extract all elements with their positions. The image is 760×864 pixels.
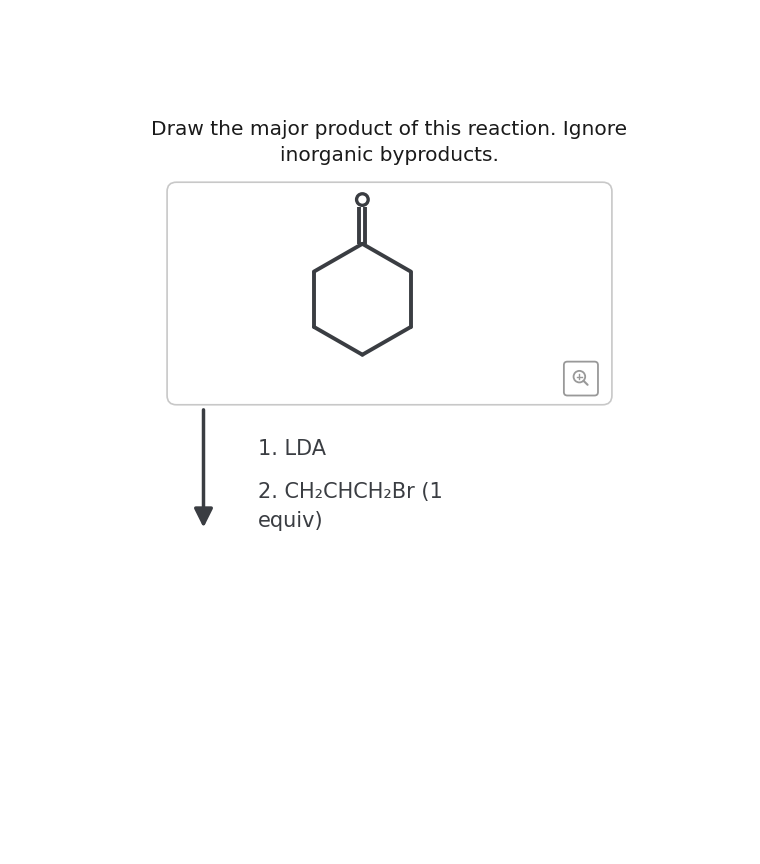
Text: 2. CH₂CHCH₂Br (1: 2. CH₂CHCH₂Br (1 <box>258 482 442 502</box>
FancyBboxPatch shape <box>167 182 612 404</box>
Text: inorganic byproducts.: inorganic byproducts. <box>280 146 499 165</box>
Text: 1. LDA: 1. LDA <box>258 440 326 460</box>
Text: equiv): equiv) <box>258 511 323 531</box>
Text: Draw the major product of this reaction. Ignore: Draw the major product of this reaction.… <box>151 120 628 139</box>
FancyBboxPatch shape <box>564 362 598 396</box>
Circle shape <box>356 194 368 206</box>
